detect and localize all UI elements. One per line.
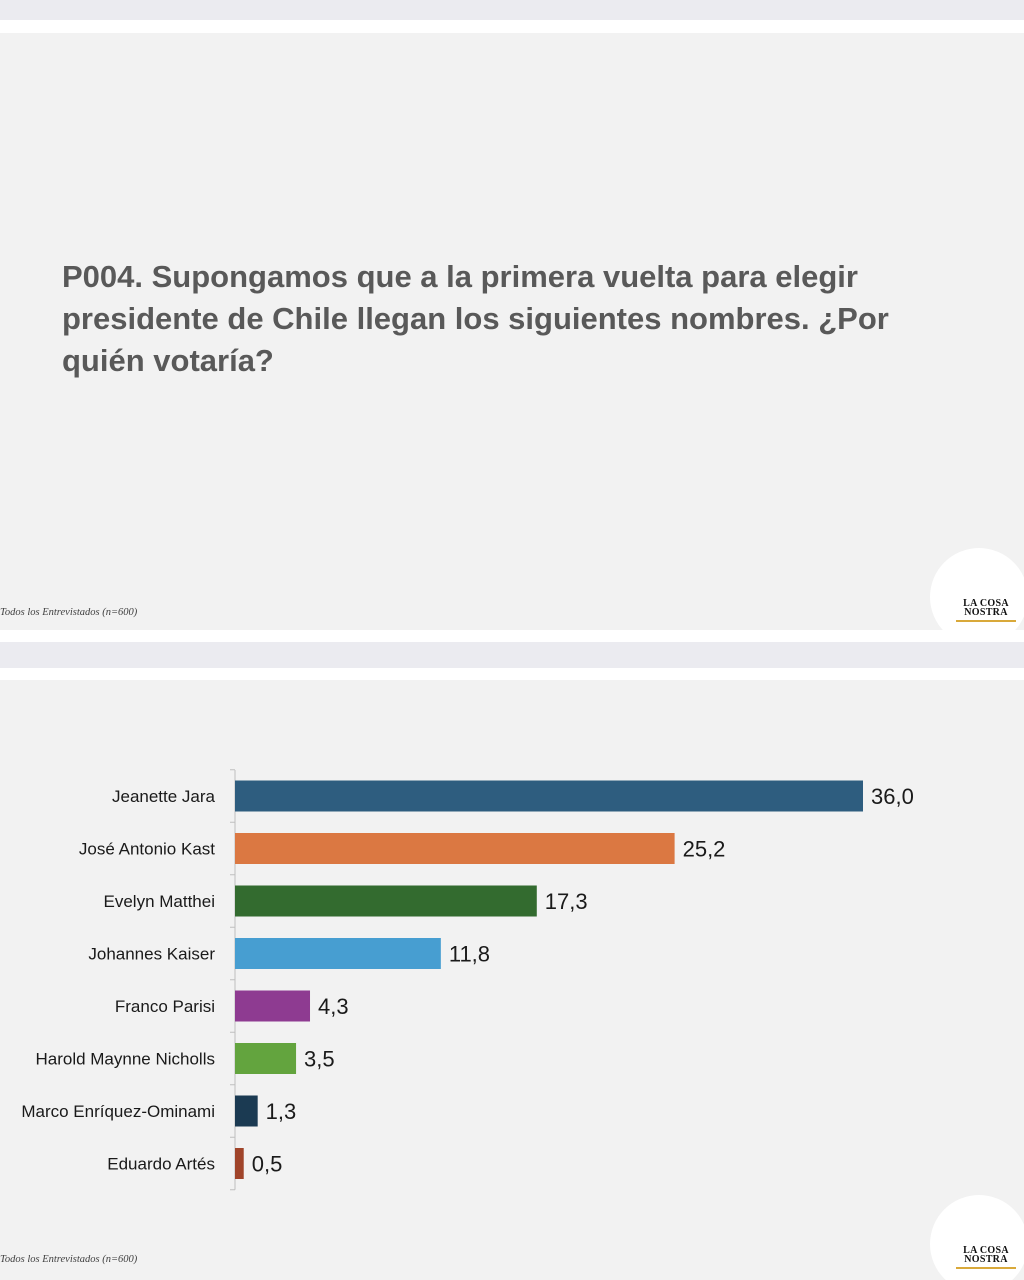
data-label: 17,3 <box>545 889 588 914</box>
data-label: 3,5 <box>304 1047 335 1072</box>
bar-chart: Jeanette Jara 36,0 José Antonio Kast 25,2 Ev… <box>21 769 914 1191</box>
question-slide: P004. Supongamos que a la primera vuelta… <box>0 33 1024 630</box>
sample-footnote: Todos los Entrevistados (n=600) <box>0 1254 138 1265</box>
sample-footnote: Todos los Entrevistados (n=600) <box>0 607 138 618</box>
brand-logo-underline <box>956 620 1016 622</box>
data-label: 0,5 <box>252 1152 283 1177</box>
chart-slide: Jeanette Jara 36,0 José Antonio Kast 25,2 Ev… <box>0 680 1024 1280</box>
brand-logo-underline <box>956 1267 1016 1269</box>
bar <box>235 1043 297 1074</box>
data-label: 11,8 <box>449 942 490 967</box>
category-label: Franco Parisi <box>115 997 215 1016</box>
bar <box>235 938 441 969</box>
category-label: Johannes Kaiser <box>88 945 215 964</box>
bar <box>235 833 675 864</box>
window-top-band <box>0 0 1024 20</box>
brand-logo: LA COSA NOSTRA <box>930 548 1024 630</box>
bar <box>235 885 537 917</box>
data-label: 4,3 <box>318 994 349 1019</box>
bar <box>235 990 311 1022</box>
category-label: Jeanette Jara <box>112 787 216 806</box>
category-label: Eduardo Artés <box>107 1155 215 1174</box>
brand-logo: LA COSA NOSTRA <box>930 1195 1024 1280</box>
category-label: José Antonio Kast <box>79 840 215 859</box>
category-label: Marco Enríquez-Ominami <box>21 1102 215 1121</box>
bar <box>235 1095 258 1127</box>
brand-logo-text: LA COSA NOSTRA <box>963 1245 1009 1265</box>
bar <box>235 1148 244 1179</box>
slide-separator <box>0 642 1024 668</box>
question-title: P004. Supongamos que a la primera vuelta… <box>62 259 889 378</box>
data-label: 25,2 <box>683 837 726 862</box>
data-label: 1,3 <box>266 1099 297 1124</box>
brand-logo-text: LA COSA NOSTRA <box>963 598 1009 618</box>
category-label: Evelyn Matthei <box>104 892 216 911</box>
data-label: 36,0 <box>871 784 914 809</box>
bar <box>235 780 863 812</box>
category-label: Harold Maynne Nicholls <box>35 1050 215 1069</box>
